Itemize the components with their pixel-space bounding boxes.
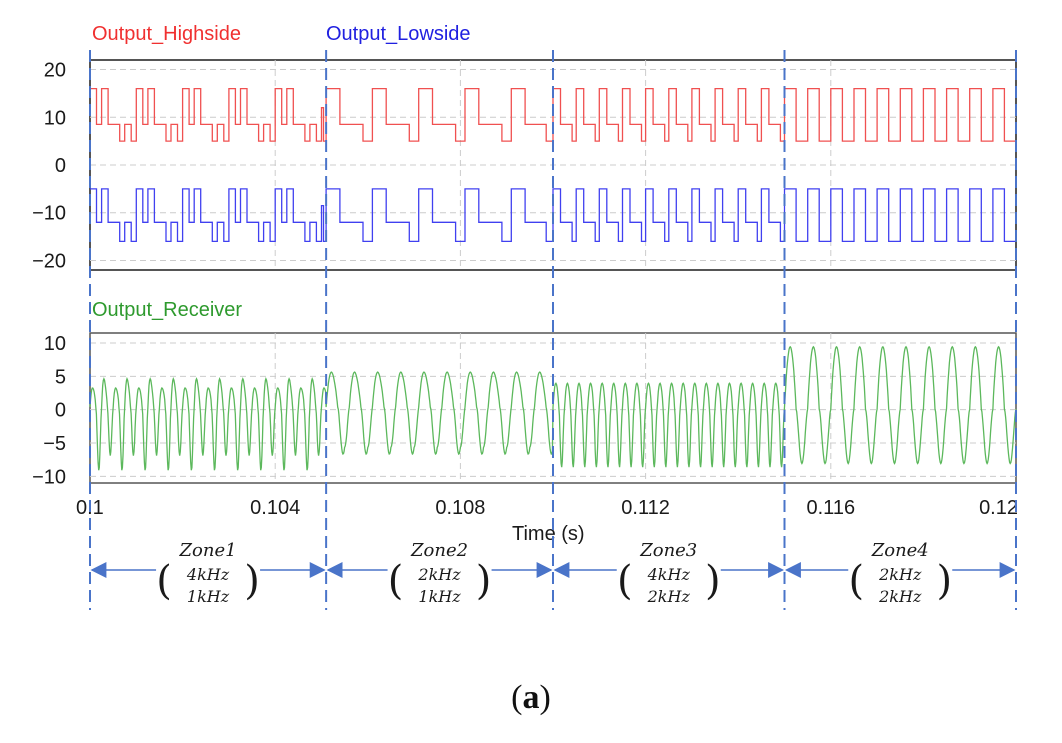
zone-left-paren: (	[617, 558, 633, 604]
x-tick-label: 0.112	[621, 497, 670, 519]
top-y-tick-label: −20	[32, 250, 66, 272]
caption-letter: a	[523, 679, 540, 716]
zone-bottom-frequency: 2kHz	[878, 587, 922, 606]
bottom-y-tick-label: 5	[55, 366, 66, 388]
zone-left-paren: (	[156, 558, 172, 604]
top-y-tick-label: 10	[44, 107, 66, 129]
legend-output-lowside: Output_Lowside	[326, 23, 471, 45]
caption-open-paren: (	[511, 679, 522, 716]
caption-close-paren: )	[540, 679, 551, 716]
zone-left-paren: (	[848, 558, 864, 604]
x-tick-label: 0.12	[979, 497, 1018, 519]
zones-layer: Zone1 () 4kHz 1kHz Zone2 () 2kHz 1kHz Zone3 () 4kH…	[89, 50, 1017, 610]
zone-right-paren: )	[476, 558, 492, 604]
zone-top-frequency: 2kHz	[878, 565, 922, 584]
zone-top-frequency: 4kHz	[647, 565, 691, 584]
series-line-output-receiver	[89, 345, 1017, 471]
series-line-output-lowside	[90, 188, 1016, 243]
bottom-y-tick-label: 0	[55, 400, 66, 422]
zone-left-paren: (	[388, 558, 404, 604]
zone-label: Zone1	[179, 540, 237, 561]
zone-bottom-frequency: 1kHz	[187, 587, 230, 606]
bottom-x-ticks: 0.1 0.104 0.108 0.112 0.116 0.12	[76, 497, 1018, 519]
zone-label: Zone3	[639, 540, 697, 561]
zone-bottom-frequency: 1kHz	[418, 587, 461, 606]
zone-bottom-frequency: 2kHz	[647, 587, 691, 606]
zone-label: Zone2	[410, 540, 468, 561]
series-line-output-highside	[90, 87, 1016, 142]
bottom-y-tick-label: −10	[32, 466, 66, 488]
x-tick-label: 0.104	[250, 497, 300, 519]
legend-output-highside: Output_Highside	[92, 23, 241, 45]
zone-top-frequency: 4kHz	[186, 565, 230, 584]
bottom-y-tick-label: 10	[44, 333, 66, 355]
top-y-tick-label: 0	[55, 155, 66, 177]
zone-top-frequency: 2kHz	[417, 565, 461, 584]
x-tick-label: 0.108	[435, 497, 485, 519]
legend-output-receiver: Output_Receiver	[92, 299, 242, 321]
zone-right-paren: )	[936, 558, 952, 604]
x-axis-label: Time (s)	[512, 523, 585, 545]
top-y-ticks: 20 10 0 −10 −20	[32, 60, 66, 273]
zone-label: Zone4	[871, 540, 929, 561]
figure-caption: (a)	[511, 679, 551, 716]
x-tick-label: 0.116	[807, 497, 856, 519]
bottom-y-ticks: 10 5 0 −5 −10	[32, 333, 66, 488]
zone-right-paren: )	[705, 558, 721, 604]
zone-right-paren: )	[244, 558, 260, 604]
top-y-tick-label: 20	[44, 60, 66, 82]
bottom-y-tick-label: −5	[43, 433, 66, 455]
top-panel: 20 10 0 −10 −20 Output_Highside Output_Lowsi…	[32, 23, 1017, 273]
top-y-tick-label: −10	[32, 203, 66, 225]
